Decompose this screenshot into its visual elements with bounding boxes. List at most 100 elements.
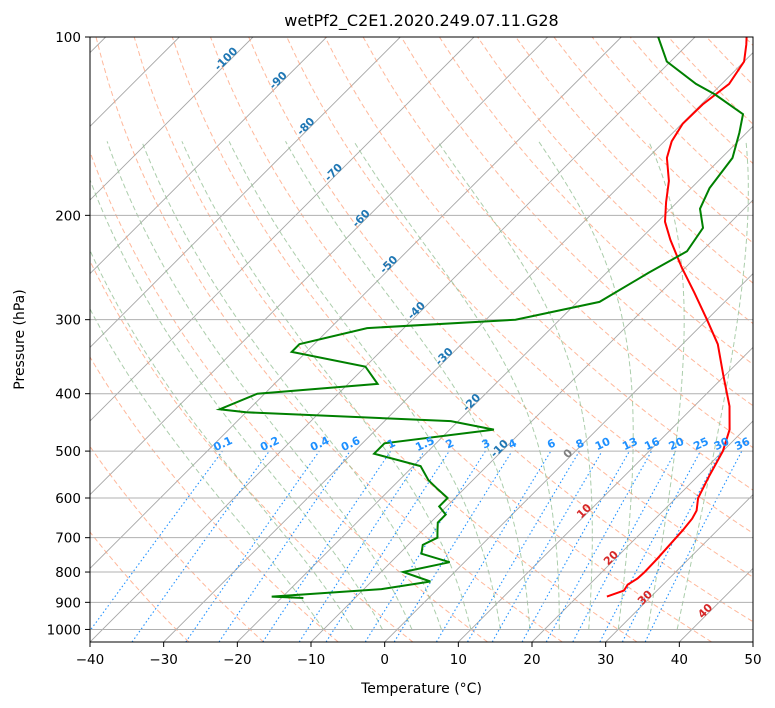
mixing-ratio-label: 36 xyxy=(733,435,753,453)
x-tick-label: −40 xyxy=(76,652,105,668)
isotherm-label: -90 xyxy=(267,69,290,92)
sounding-traces xyxy=(215,37,748,599)
isotherm-label: 40 xyxy=(695,601,715,621)
moist-adiabat-line xyxy=(285,141,531,630)
isotherm-line xyxy=(90,37,475,422)
dry-adiabat-line xyxy=(210,37,753,623)
y-tick-label: 100 xyxy=(55,30,81,46)
mixing-ratio-label: 1 xyxy=(385,436,397,451)
mixing-ratio-line xyxy=(467,450,580,642)
mixing-ratio-line xyxy=(131,450,270,642)
line-labels: 0.1 0.2 0.4 0.6 1 1.5 2 3 4 6 8 10 13 16 20 25 30 36-100-… xyxy=(211,44,752,621)
mixing-ratio-line xyxy=(90,450,223,632)
isotherm-line xyxy=(90,37,548,496)
dry-adiabat-line xyxy=(90,259,414,642)
y-tick-label: 900 xyxy=(55,595,81,611)
isotherm-label: -60 xyxy=(350,207,373,230)
isotherm-line xyxy=(384,273,753,642)
moist-adiabat-line xyxy=(647,141,685,630)
isotherm-line xyxy=(531,420,753,642)
mixing-ratio-line xyxy=(545,450,653,642)
dewpoint-trace xyxy=(215,37,745,599)
moist-adiabat-line xyxy=(90,308,324,630)
isotherm-label: 10 xyxy=(574,501,594,521)
isotherm-line xyxy=(90,37,327,275)
axis-ticks: −40 −30 −20 −10 0 10 20 30 40 50 100 200 300 400 500 60… xyxy=(47,30,762,668)
isotherm-line xyxy=(163,52,753,642)
moist-adiabat-line xyxy=(228,141,501,630)
moist-adiabat-line xyxy=(141,141,442,630)
x-tick-label: 30 xyxy=(597,652,614,668)
dry-adiabat-line xyxy=(400,37,753,407)
mixing-ratio-label: 8 xyxy=(574,436,586,451)
mixing-ratio-label: 30 xyxy=(712,435,732,453)
mixing-ratio-line xyxy=(521,450,630,642)
y-tick-label: 200 xyxy=(55,208,81,224)
x-tick-label: 0 xyxy=(380,652,389,668)
mixing-ratio-label: 20 xyxy=(667,435,687,453)
dry-adiabat-line xyxy=(90,150,488,642)
isotherm-label: -20 xyxy=(460,391,483,414)
isotherm-line xyxy=(752,641,753,642)
dry-adiabat-line xyxy=(171,37,712,642)
mixing-ratio-label: 10 xyxy=(593,435,613,453)
isotherm-line xyxy=(90,37,696,642)
mixing-ratio-line xyxy=(185,450,320,642)
dry-adiabat-line xyxy=(90,445,264,642)
mixing-ratio-line xyxy=(393,450,513,642)
moist-adiabat-line xyxy=(437,141,593,630)
y-tick-label: 300 xyxy=(55,313,81,329)
isotherm-label: -40 xyxy=(405,299,428,322)
chart-title: wetPf2_C2E1.2020.249.07.11.G28 xyxy=(284,11,558,31)
isotherm-label: -30 xyxy=(433,345,456,368)
dry-adiabat-line xyxy=(90,356,339,642)
y-axis-label: Pressure (hPa) xyxy=(12,289,28,389)
isotherm-line xyxy=(310,199,753,642)
mixing-ratio-line xyxy=(572,450,677,642)
moist-adiabat-line xyxy=(353,141,560,630)
isotherm-label: 20 xyxy=(601,548,621,568)
mixing-ratio-line xyxy=(298,450,425,642)
mixing-ratio-line xyxy=(435,450,552,642)
y-tick-label: 400 xyxy=(55,387,81,403)
mixing-ratio-line xyxy=(262,450,392,642)
x-tick-label: −20 xyxy=(223,652,252,668)
isotherm-line xyxy=(458,346,753,642)
isotherm-line xyxy=(605,494,753,642)
moist-adiabat-line xyxy=(181,141,472,630)
mixing-ratio-line xyxy=(644,450,743,642)
dry-adiabat-line xyxy=(133,37,638,642)
dry-adiabat-line xyxy=(515,37,753,284)
moist-adiabat-line xyxy=(676,141,749,630)
isotherm-label: -50 xyxy=(377,253,400,276)
pressure-gridlines xyxy=(90,37,753,630)
temperature-trace xyxy=(606,37,748,598)
mixing-ratio-line xyxy=(218,450,351,642)
dry-adiabat-line xyxy=(248,37,753,578)
y-tick-label: 700 xyxy=(55,531,81,547)
moist-adiabat-line xyxy=(90,249,354,630)
x-tick-label: −10 xyxy=(297,652,326,668)
x-tick-label: 10 xyxy=(450,652,467,668)
isotherm-line xyxy=(679,567,753,642)
mixing-ratio-label: 13 xyxy=(620,435,639,453)
y-tick-label: 800 xyxy=(55,565,81,581)
dry-adiabat-line xyxy=(95,37,563,642)
y-tick-label: 600 xyxy=(55,491,81,507)
x-tick-label: 40 xyxy=(671,652,688,668)
moist-adiabat-line xyxy=(106,141,413,630)
mixing-ratio-label: 25 xyxy=(691,435,710,453)
dry-adiabat-line xyxy=(438,37,753,366)
x-tick-label: 50 xyxy=(744,652,761,668)
isotherm-line xyxy=(90,37,254,201)
y-tick-label: 500 xyxy=(55,444,81,460)
mixing-ratio-line xyxy=(325,450,450,642)
y-tick-label: 1000 xyxy=(47,622,81,638)
dry-adiabat-line xyxy=(90,531,190,642)
isotherm-line xyxy=(90,37,401,348)
x-tick-label: 20 xyxy=(523,652,540,668)
dry-adiabat-line xyxy=(362,37,753,449)
dry-adiabat-line xyxy=(744,37,753,47)
isotherm-label: -80 xyxy=(294,115,317,138)
